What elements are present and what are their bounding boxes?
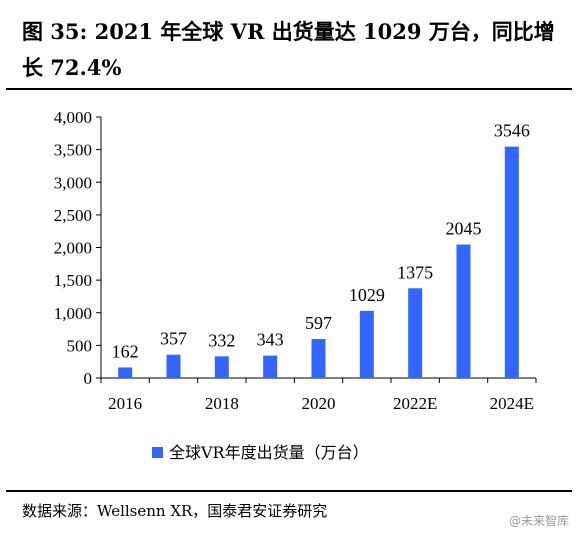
y-tick-label: 2,500 (54, 206, 92, 225)
y-tick-label: 3,500 (54, 141, 92, 160)
bar-2016 (118, 367, 133, 378)
data-label-2023E: 2045 (446, 219, 482, 239)
bar-2024E (504, 146, 519, 378)
y-tick-label: 2,000 (54, 239, 92, 258)
x-tick-label: 2024E (490, 394, 534, 413)
bar-2018 (214, 356, 229, 378)
data-label-2018: 332 (208, 330, 235, 350)
x-tick-label: 2018 (205, 394, 239, 413)
source-note: 数据来源：Wellsenn XR，国泰君安证券研究 (22, 502, 328, 520)
x-tick-label: 2020 (302, 394, 336, 413)
data-label-2024E: 3546 (494, 121, 530, 141)
y-tick-label: 3,000 (54, 173, 92, 192)
x-tick-label: 2016 (108, 394, 142, 413)
data-label-2017: 357 (160, 329, 187, 349)
top-rule (6, 88, 572, 90)
y-tick-label: 4,000 (54, 108, 92, 127)
bar-2022E (408, 288, 423, 378)
chart-title: 图 35: 2021 年全球 VR 出货量达 1029 万台，同比增长 72.4… (22, 19, 555, 80)
data-label-2019: 343 (257, 330, 284, 350)
bottom-rule (6, 490, 572, 492)
y-tick-label: 0 (84, 369, 93, 388)
data-label-2022E: 1375 (397, 262, 433, 282)
legend-label: 全球VR年度出货量（万台） (169, 443, 369, 462)
bar-2019 (263, 355, 278, 378)
y-tick-label: 1,000 (54, 304, 92, 323)
bar-2017 (166, 354, 181, 378)
y-tick-label: 1,500 (54, 271, 92, 290)
bar-2021 (359, 310, 374, 378)
data-label-2020: 597 (305, 313, 332, 333)
watermark: @未来智库 (508, 514, 569, 528)
bar-2020 (311, 339, 326, 378)
legend-swatch (152, 447, 163, 458)
bar-2023E (456, 244, 471, 378)
data-label-2021: 1029 (349, 285, 385, 305)
data-label-2016: 162 (112, 341, 139, 361)
x-tick-label: 2022E (393, 394, 437, 413)
y-tick-label: 500 (67, 336, 93, 355)
